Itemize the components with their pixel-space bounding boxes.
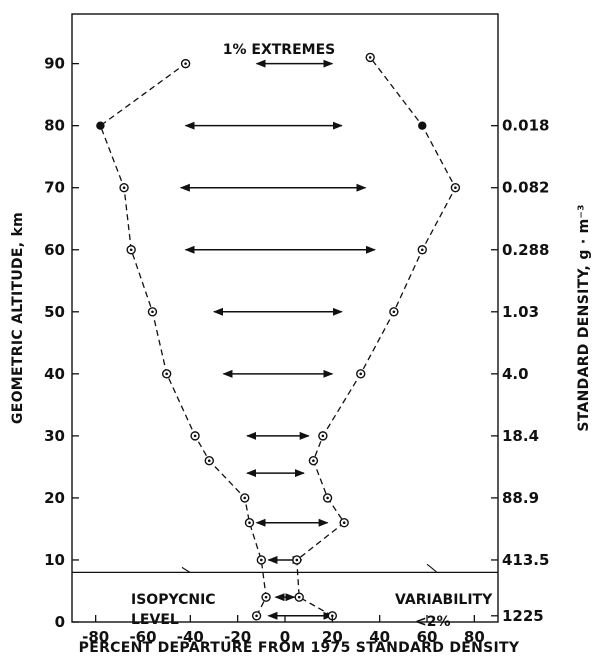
data-point-center (321, 434, 325, 438)
x-tick-label: 0 (280, 628, 290, 646)
plot-frame (71, 13, 499, 623)
extreme-curves (96, 52, 461, 621)
y-tick-label: 50 (44, 303, 65, 321)
right-extreme-curve (296, 57, 457, 617)
y-tick-label: 20 (44, 489, 65, 507)
x-tick-label: -20 (224, 628, 251, 646)
x-tick-label: -40 (177, 628, 204, 646)
data-point-center (392, 310, 396, 314)
data-point-center (420, 248, 424, 252)
y-tick-label: 80 (44, 117, 65, 135)
y2-tick-label: 0.082 (502, 179, 549, 197)
legend-label: 1% EXTREMES (223, 42, 335, 58)
axis-ticks: -80 -60 -40 -20 0 20 40 60 80 0 10 20 30 40 50 60 70 80 90… (44, 55, 549, 646)
data-point-center (207, 459, 211, 462)
data-point-center (255, 614, 258, 618)
x-tick-label: -80 (82, 628, 109, 646)
y-tick-label: 90 (44, 55, 65, 73)
y2-tick-label: 1.03 (502, 303, 539, 321)
y2-tick-label: 1225 (502, 607, 544, 625)
data-point-center (248, 521, 251, 525)
y2-tick-label: 4.0 (502, 365, 529, 383)
variability-label-line1: VARIABILITY (395, 592, 493, 608)
data-point-center (295, 558, 299, 562)
x-tick-label: 20 (322, 628, 343, 646)
data-point (418, 121, 427, 130)
data-point-center (326, 496, 329, 500)
data-point-center (260, 558, 263, 562)
y-tick-label: 10 (44, 551, 65, 569)
x-tick-label: -60 (129, 628, 156, 646)
data-point-center (368, 56, 372, 59)
y-tick-label: 40 (44, 365, 65, 383)
y-tick-label: 0 (55, 613, 65, 631)
y2-tick-label: 413.5 (502, 551, 549, 569)
isopycnic-label-line2: LEVEL (131, 612, 179, 628)
data-point-center (122, 186, 126, 190)
y2-axis-title: STANDARD DENSITY, g · m⁻³ (576, 204, 592, 431)
variability-arrows (179, 59, 376, 620)
isopycnic-label-line1: ISOPYCNIC (131, 592, 216, 608)
isopycnic-leader (181, 566, 191, 573)
data-point-center (243, 496, 247, 500)
x-tick-label: 40 (369, 628, 390, 646)
y2-tick-label: 0.288 (502, 241, 549, 259)
left-extreme-curve (99, 63, 267, 617)
y2-tick-label: 0.018 (502, 117, 549, 135)
data-point-center (454, 186, 457, 190)
data-point-center (342, 521, 346, 525)
variability-label-line2: <2% (415, 614, 451, 630)
data-point-center (312, 459, 315, 462)
y-tick-label: 60 (44, 241, 65, 259)
variability-leader (426, 563, 438, 573)
isopycnic-layer (72, 563, 498, 573)
data-point-center (184, 62, 187, 65)
data-point-center (193, 434, 197, 438)
y-axis-title: GEOMETRIC ALTITUDE, km (10, 212, 26, 424)
data-point-center (297, 595, 301, 599)
data-point-center (264, 595, 268, 599)
x-axis-title: PERCENT DEPARTURE FROM 1975 STANDARD DEN… (79, 640, 520, 656)
data-point-center (129, 248, 133, 252)
x-tick-label: 60 (417, 628, 438, 646)
y2-tick-label: 88.9 (502, 489, 539, 507)
x-tick-label: 80 (464, 628, 485, 646)
y-tick-label: 70 (44, 179, 65, 197)
y-tick-label: 30 (44, 427, 65, 445)
data-point-center (165, 372, 168, 376)
y2-tick-label: 18.4 (502, 427, 539, 445)
data-point-center (359, 372, 363, 376)
data-point-center (151, 310, 154, 314)
data-point (96, 121, 105, 130)
